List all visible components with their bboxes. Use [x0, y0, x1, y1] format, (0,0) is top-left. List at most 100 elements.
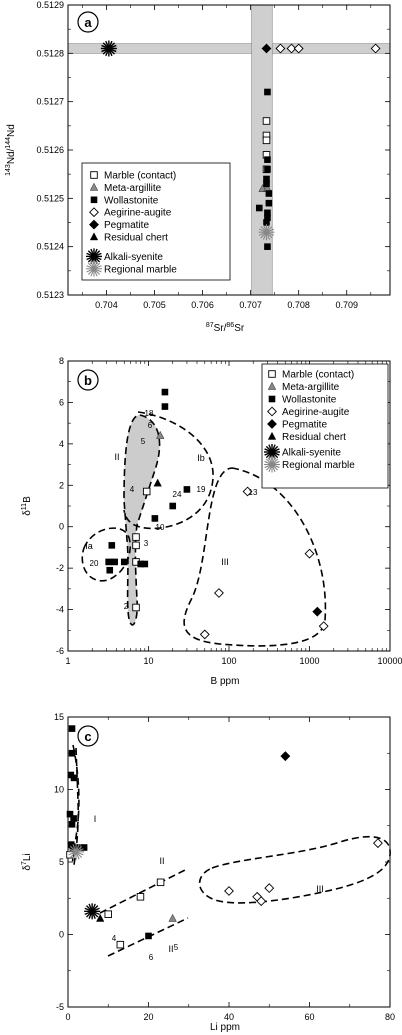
aegirine-augite-point: [224, 886, 234, 896]
legend-marker-aegirine-augite: [267, 406, 277, 417]
legend-label-residual-chert: Residual chert: [282, 432, 346, 443]
series-meta-argillite: [258, 184, 272, 192]
panel-b-x-axis-label: B ppm: [211, 676, 240, 687]
wollastonite-point: [263, 219, 270, 226]
legend-entry-marble-contact: Marble (contact): [90, 171, 176, 182]
marble-contact-point: [132, 541, 140, 550]
panel-c-letter: c: [77, 725, 99, 747]
region-label-III: III: [316, 884, 324, 894]
legend-entry-wollastonite: Wollastonite: [90, 195, 159, 206]
point-label-5: 5: [141, 437, 146, 446]
legend-entry-meta-argillite: Meta-argillite: [89, 182, 162, 194]
legend-entry-residual-chert: Residual chert: [267, 431, 346, 443]
wollastonite-point: [70, 815, 77, 822]
panel-b-y-axis-label: δ11B: [21, 496, 33, 516]
x-tick-label: 10000: [377, 656, 402, 666]
series-pegmatite: [261, 43, 272, 54]
alkali-syenite-point-ray: [101, 44, 117, 53]
wollastonite-point: [265, 199, 273, 207]
wollastonite-point: [151, 515, 159, 522]
legend-entry-pegmatite: Pegmatite: [267, 419, 327, 431]
marble-contact-point: [132, 533, 140, 541]
series-pegmatite: [312, 606, 323, 617]
wollastonite-point: [265, 190, 273, 197]
point-label-4: 4: [112, 934, 117, 943]
legend-entry-alkali-syenite: Alkali-syenite: [86, 248, 163, 265]
panel-c-letter-text: c: [84, 729, 91, 744]
wollastonite-point: [255, 204, 263, 212]
wollastonite-point: [263, 175, 270, 183]
wollastonite-point: [141, 560, 149, 568]
series-wollastonite: [255, 88, 273, 250]
x-tick-label: 0: [65, 1012, 70, 1022]
meta-argillite-point: [156, 430, 165, 439]
x-tick-label: 100: [221, 656, 236, 666]
legend-marker-wollastonite: [90, 196, 98, 204]
legend-label-alkali-syenite: Alkali-syenite: [282, 448, 341, 459]
y-tick-label: 0.5126: [36, 145, 64, 155]
point-label-19: 19: [197, 485, 206, 494]
series-wollastonite: [105, 388, 191, 574]
panel-b-letter-text: b: [84, 373, 92, 388]
wollastonite-point: [111, 558, 118, 566]
legend-marker-residual-chert: [267, 431, 277, 440]
field-Ib-outline: [123, 411, 214, 530]
legend-entry-regional-marble: Regional marble: [264, 456, 355, 473]
marble-contact-point: [116, 940, 125, 949]
marble-contact-point: [262, 136, 271, 145]
y-tick-label: -4: [56, 605, 64, 615]
x-tick-label: 0.704: [95, 300, 118, 310]
series-residual-chert: [96, 913, 105, 922]
wollastonite-point: [145, 932, 152, 940]
x-tick-label: 10: [143, 656, 153, 666]
aegirine-augite-point: [372, 838, 383, 849]
y-tick-label: 10: [54, 785, 64, 795]
panel-b-legend-box: [261, 363, 389, 489]
panel-c-point-labels: 5 4 6: [112, 934, 179, 962]
wollastonite-point: [68, 749, 76, 757]
region-label-Ia: Ia: [85, 541, 93, 551]
point-label-6: 6: [149, 953, 154, 962]
wollastonite-point: [183, 486, 191, 493]
meta-argillite-point: [168, 913, 177, 922]
point-label-4: 4: [130, 485, 135, 494]
regional-marble-point-ray: [68, 848, 84, 856]
legend-label-wollastonite: Wollastonite: [282, 395, 337, 406]
panel-a-legend-box: [81, 162, 231, 281]
point-label-20: 20: [90, 559, 99, 568]
field-II-shaded: [123, 414, 161, 626]
y-tick-label: 6: [59, 397, 64, 407]
legend-marker-regional-marble: [264, 456, 280, 473]
y-tick-label: 0.5129: [36, 0, 64, 10]
series-alkali-syenite: [84, 903, 101, 920]
marble-contact-point: [262, 117, 271, 125]
panel-b-letter-badge: [77, 369, 99, 391]
wollastonite-point: [137, 560, 144, 568]
wollastonite-point: [161, 388, 169, 396]
wollastonite-point: [264, 214, 271, 221]
panel-a: 0.704 0.705 0.706 0.707 0.708 0.709 0.5123 0.51…: [5, 0, 391, 334]
alkali-syenite-point: [100, 40, 117, 57]
wollastonite-point: [264, 156, 271, 163]
panel-a-letter-badge: [77, 11, 99, 33]
point-label-2: 2: [124, 602, 129, 611]
legend-label-pegmatite: Pegmatite: [104, 220, 149, 231]
panel-b-points: [105, 388, 329, 640]
legend-marker-regional-marble-ray: [86, 265, 102, 273]
panel-b-legend: Marble (contact)Meta-argillite Wollastoni…: [261, 363, 389, 489]
y-tick-label: 0: [59, 930, 64, 940]
marble-contact-point: [142, 487, 151, 496]
legend-marker-meta-argillite: [89, 182, 99, 191]
legend-marker-meta-argillite: [267, 381, 277, 390]
wollastonite-point: [264, 243, 271, 250]
x-tick-label: 80: [385, 1012, 395, 1022]
field-I-outline-right: [73, 747, 79, 866]
wollastonite-point: [264, 166, 271, 173]
x-tick-label: 0.708: [287, 300, 310, 310]
point-label-13: 13: [249, 488, 258, 497]
